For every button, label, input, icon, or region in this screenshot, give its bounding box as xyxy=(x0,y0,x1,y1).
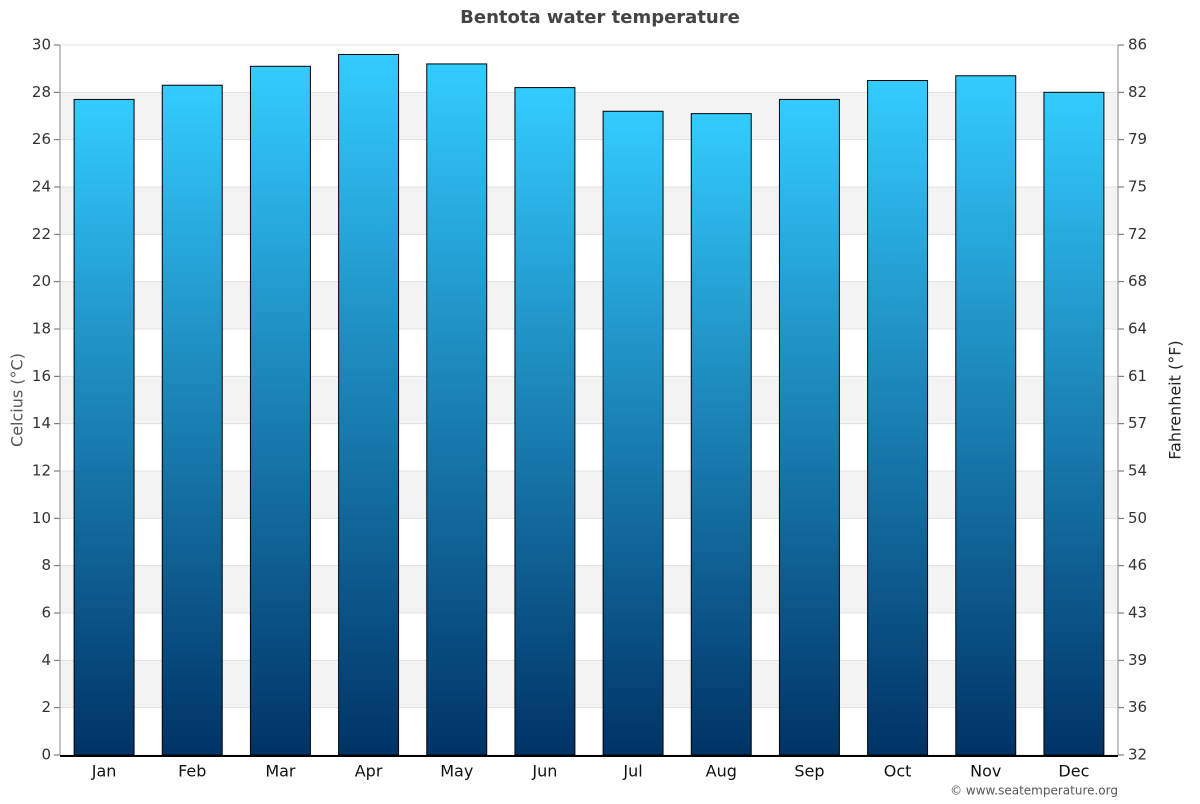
y2-tick-label: 32 xyxy=(1128,746,1147,764)
chart-title: Bentota water temperature xyxy=(460,7,740,28)
x-tick-label: Feb xyxy=(178,762,206,781)
y-tick-label: 0 xyxy=(41,746,51,764)
x-tick-label: Aug xyxy=(706,762,737,781)
y2-tick-label: 61 xyxy=(1128,367,1147,385)
y2-tick-label: 54 xyxy=(1128,462,1147,480)
bar xyxy=(161,84,223,756)
y2-tick-label: 64 xyxy=(1128,320,1147,338)
x-tick-label: May xyxy=(440,762,473,781)
y2-tick-label: 82 xyxy=(1128,83,1147,101)
x-tick-label: Jul xyxy=(622,762,642,781)
credit: © www.seatemperature.org xyxy=(950,784,1118,798)
bar xyxy=(690,113,752,756)
grid-band xyxy=(60,281,1118,329)
y-tick-label: 12 xyxy=(32,462,51,480)
y-tick-label: 20 xyxy=(32,272,51,290)
y2-tick-label: 79 xyxy=(1128,130,1147,148)
y-tick-label: 8 xyxy=(41,556,51,574)
y-tick-label: 24 xyxy=(32,178,51,196)
y-tick-label: 2 xyxy=(41,698,51,716)
y2-tick-label: 46 xyxy=(1128,556,1147,574)
y-tick-label: 4 xyxy=(41,651,51,669)
y-tick-label: 6 xyxy=(41,604,51,622)
bar xyxy=(249,65,311,756)
grid-band xyxy=(60,565,1118,613)
grid-band xyxy=(60,660,1118,708)
grid-band xyxy=(60,187,1118,235)
y-tick-label: 26 xyxy=(32,130,51,148)
y2-tick-label: 57 xyxy=(1128,414,1147,432)
y-axis-label: Celcius (°C) xyxy=(8,353,27,447)
x-tick-label: Sep xyxy=(794,762,824,781)
bar xyxy=(338,53,400,756)
x-tick-label: Oct xyxy=(884,762,912,781)
y2-tick-label: 50 xyxy=(1128,509,1147,527)
bands xyxy=(60,92,1118,708)
bar xyxy=(778,98,840,756)
y2-tick-label: 43 xyxy=(1128,604,1147,622)
bar xyxy=(73,98,135,756)
y2-tick-label: 86 xyxy=(1128,36,1147,54)
y2-tick-label: 68 xyxy=(1128,272,1147,290)
y2-axis-label: Fahrenheit (°F) xyxy=(1166,340,1185,459)
bar xyxy=(602,110,664,756)
x-tick-label: Jan xyxy=(91,762,117,781)
y2-tick-label: 39 xyxy=(1128,651,1147,669)
y-tick-label: 10 xyxy=(32,509,51,527)
y-tick-label: 22 xyxy=(32,225,51,243)
bar xyxy=(514,87,576,756)
x-tick-label: Nov xyxy=(970,762,1001,781)
x-tick-label: Mar xyxy=(265,762,296,781)
grid-band xyxy=(60,92,1118,140)
y-tick-label: 16 xyxy=(32,367,51,385)
x-tick-label: Dec xyxy=(1058,762,1089,781)
y-tick-label: 30 xyxy=(32,36,51,54)
y-tick-label: 18 xyxy=(32,320,51,338)
y-tick-label: 14 xyxy=(32,414,51,432)
bar xyxy=(955,75,1017,756)
x-tick-label: Apr xyxy=(355,762,383,781)
y2-tick-label: 72 xyxy=(1128,225,1147,243)
y-tick-label: 28 xyxy=(32,83,51,101)
y2-tick-label: 75 xyxy=(1128,178,1147,196)
bar xyxy=(426,63,488,756)
grid-band xyxy=(60,471,1118,519)
x-tick-label: Jun xyxy=(531,762,557,781)
grid-band xyxy=(60,376,1118,424)
bar xyxy=(867,80,929,756)
y2-tick-label: 36 xyxy=(1128,698,1147,716)
bar xyxy=(1043,91,1105,756)
